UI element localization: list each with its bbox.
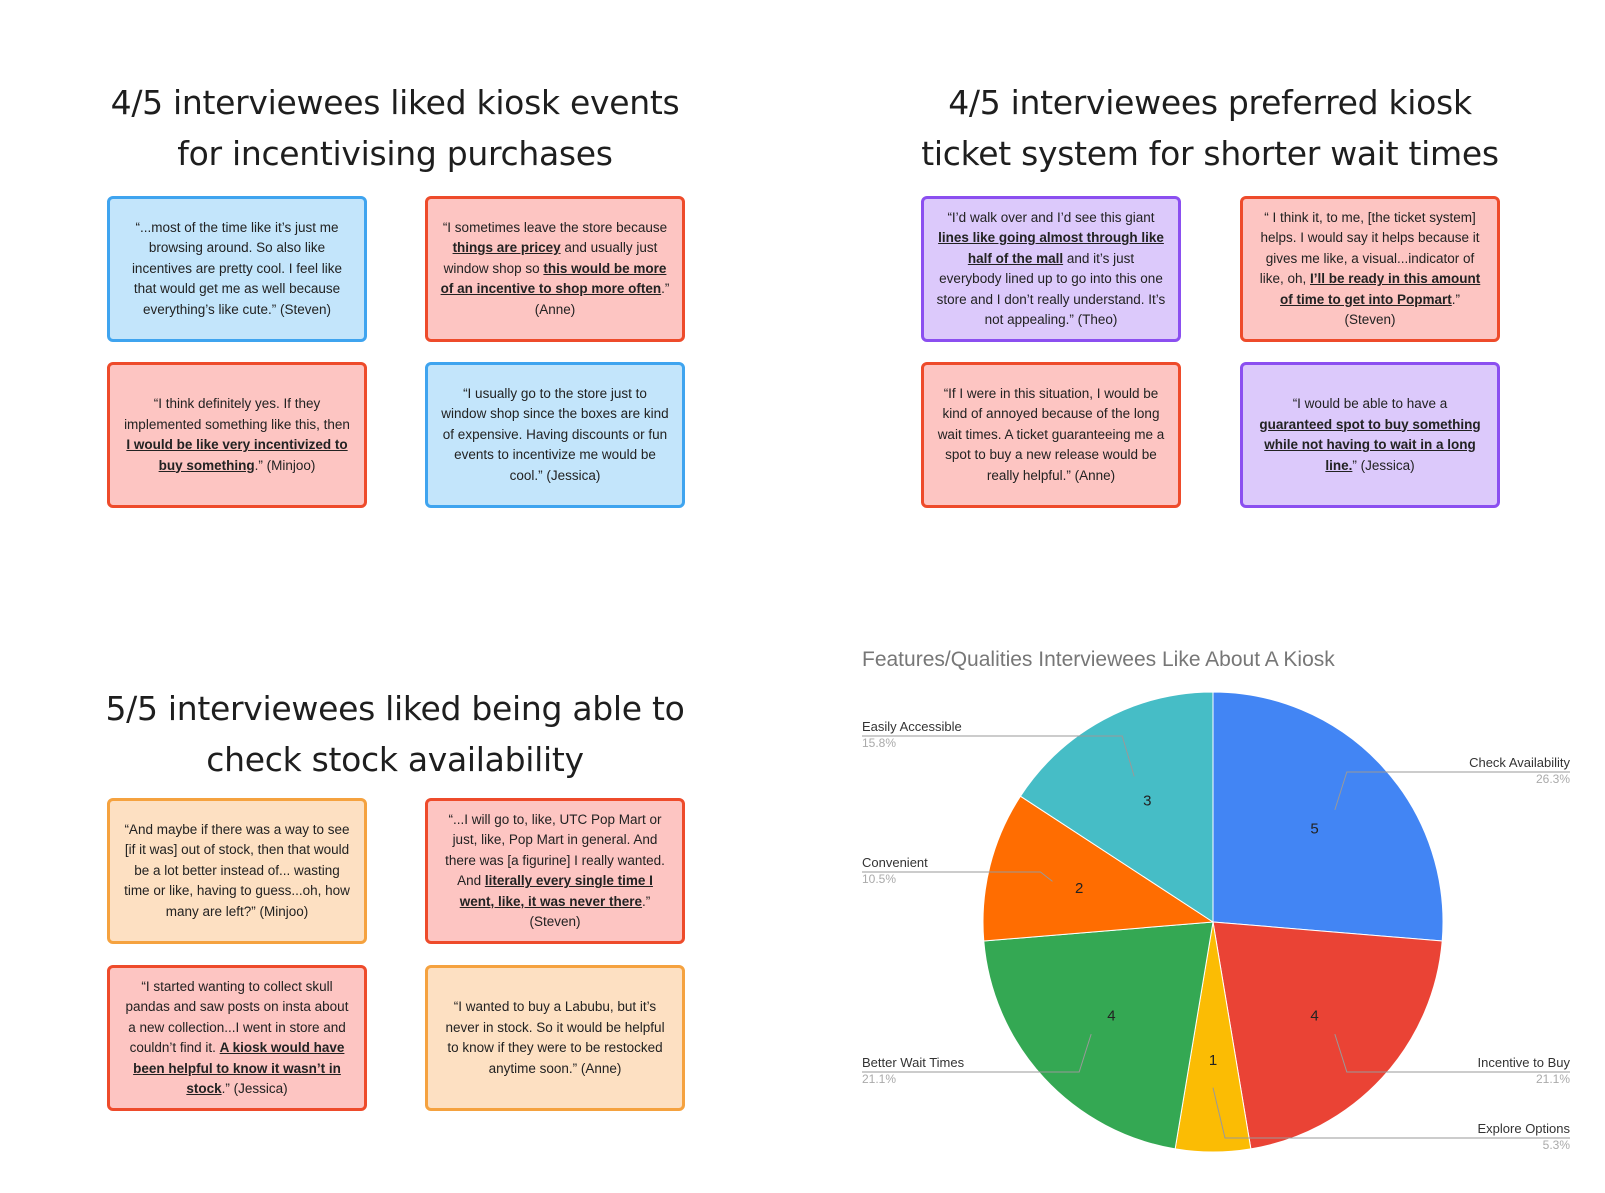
quote-text: “I’d walk over and I’d see this giant li…	[936, 208, 1166, 331]
quote-run: .” (Steven)	[529, 893, 651, 930]
quote-highlight: lines like going almost through like hal…	[938, 230, 1164, 266]
leader-line	[862, 871, 1053, 882]
quote-card: “And maybe if there was a way to see [if…	[107, 798, 367, 944]
quote-run: “If I were in this situation, I would be…	[937, 385, 1165, 483]
slice-label: Easily Accessible	[862, 719, 962, 734]
quote-highlight: A kiosk would have been helpful to know …	[133, 1040, 345, 1096]
slice-value-label: 4	[1310, 1007, 1318, 1024]
quote-highlight: I would be like very incentivized to buy…	[126, 437, 348, 473]
quote-text: “...I will go to, like, UTC Pop Mart or …	[440, 810, 670, 933]
quote-text: “I think definitely yes. If they impleme…	[122, 394, 352, 476]
slice-percent-label: 26.3%	[1536, 772, 1570, 786]
slice-value-label: 3	[1143, 793, 1151, 810]
quote-highlight: this would be more of an incentive to sh…	[440, 260, 667, 297]
quote-card: “I think definitely yes. If they impleme…	[107, 362, 367, 508]
pie-slice	[983, 921, 1214, 1150]
quote-run: .” (Anne)	[534, 281, 670, 317]
quote-card: “I started wanting to collect skull pand…	[107, 965, 367, 1111]
quote-run: “I would be able to have a	[1292, 396, 1448, 411]
slice-label: Convenient	[862, 855, 928, 870]
pie-slice	[1212, 921, 1443, 1150]
section-title-line-2: for incentivising purchases	[177, 134, 613, 173]
leader-line	[862, 1034, 1092, 1073]
quote-text: “And maybe if there was a way to see [if…	[122, 820, 352, 923]
slice-percent-label: 5.3%	[1543, 1138, 1571, 1152]
quote-highlight: literally every single time I went, like…	[459, 873, 653, 909]
section-title-stock: 5/5 interviewees liked being able to che…	[80, 683, 710, 785]
quote-highlight: I’ll be ready in this amount of time to …	[1280, 271, 1481, 307]
quote-text: “I started wanting to collect skull pand…	[122, 977, 352, 1100]
leader-line	[1334, 1034, 1570, 1073]
quote-run: “I wanted to buy a Labubu, but it’s neve…	[445, 999, 665, 1076]
quote-run: “And maybe if there was a way to see [if…	[124, 821, 350, 919]
quote-text: “I sometimes leave the store because thi…	[440, 218, 670, 321]
quote-text: “I would be able to have a guaranteed sp…	[1255, 394, 1485, 476]
quote-card: “...most of the time like it’s just me b…	[107, 196, 367, 342]
section-title-line-2: ticket system for shorter wait times	[921, 134, 1499, 173]
leader-line	[862, 735, 1135, 777]
quote-run: “I usually go to the store just to windo…	[441, 385, 669, 483]
section-title-line-1: 4/5 interviewees liked kiosk events	[110, 83, 680, 122]
quote-card: “ I think it, to me, [the ticket system]…	[1240, 196, 1500, 342]
slice-percent-label: 21.1%	[862, 1072, 896, 1086]
quote-card: “I’d walk over and I’d see this giant li…	[921, 196, 1181, 342]
chart-title: Features/Qualities Interviewees Like Abo…	[862, 648, 1335, 671]
quote-run: ” (Jessica)	[1352, 457, 1415, 473]
slice-value-label: 4	[1107, 1007, 1115, 1024]
quote-run: .” (Minjoo)	[254, 457, 316, 473]
quote-card: “I usually go to the store just to windo…	[425, 362, 685, 508]
section-title-line-2: check stock availability	[206, 740, 584, 779]
quote-card: “...I will go to, like, UTC Pop Mart or …	[425, 798, 685, 944]
quote-text: “...most of the time like it’s just me b…	[122, 218, 352, 321]
slice-value-label: 2	[1075, 880, 1083, 897]
pie-slice	[1019, 691, 1214, 923]
slice-label: Better Wait Times	[862, 1055, 965, 1070]
quote-text: “I usually go to the store just to windo…	[440, 384, 670, 487]
quote-run: “...I will go to, like, UTC Pop Mart or …	[445, 811, 665, 889]
quote-run: “I started wanting to collect skull pand…	[125, 978, 349, 1056]
slice-value-label: 1	[1209, 1052, 1217, 1069]
leader-line	[1212, 1087, 1570, 1139]
slice-percent-label: 21.1%	[1536, 1072, 1570, 1086]
slice-label: Explore Options	[1478, 1121, 1571, 1136]
quote-run: “I sometimes leave the store because	[442, 219, 668, 235]
quote-card: “I wanted to buy a Labubu, but it’s neve…	[425, 965, 685, 1111]
quote-run: “I think definitely yes. If they impleme…	[124, 396, 350, 432]
quote-text: “I wanted to buy a Labubu, but it’s neve…	[440, 997, 670, 1079]
quote-text: “If I were in this situation, I would be…	[936, 384, 1166, 487]
quote-run: “...most of the time like it’s just me b…	[131, 219, 343, 317]
quote-highlight: things are pricey	[452, 240, 561, 256]
section-title-ticket: 4/5 interviewees preferred kiosk ticket …	[890, 77, 1530, 179]
quote-card: “If I were in this situation, I would be…	[921, 362, 1181, 508]
quote-text: “ I think it, to me, [the ticket system]…	[1255, 208, 1485, 331]
section-title-line-1: 4/5 interviewees preferred kiosk	[948, 83, 1472, 122]
slice-percent-label: 15.8%	[862, 736, 896, 750]
quote-highlight: guaranteed spot to buy something while n…	[1259, 416, 1481, 473]
slice-percent-label: 10.5%	[862, 872, 896, 886]
quote-run: .” (Jessica)	[221, 1081, 288, 1096]
quote-run: and it’s just everybody lined up to go i…	[936, 250, 1166, 328]
quote-card: “I would be able to have a guaranteed sp…	[1240, 362, 1500, 508]
section-title-events: 4/5 interviewees liked kiosk events for …	[80, 77, 710, 179]
quote-run: .” (Steven)	[1344, 291, 1460, 328]
quote-run: “I’d walk over and I’d see this giant	[947, 209, 1155, 225]
quote-run: “ I think it, to me, [the ticket system]…	[1259, 209, 1480, 287]
slice-label: Check Availability	[1469, 755, 1570, 770]
leader-line	[1334, 771, 1570, 810]
slice-value-label: 5	[1310, 821, 1318, 838]
pie-slice	[982, 795, 1215, 942]
pie-slice	[1212, 691, 1444, 942]
section-title-line-1: 5/5 interviewees liked being able to	[105, 689, 685, 728]
quote-run: and usually just window shop so	[443, 240, 658, 276]
slice-label: Incentive to Buy	[1478, 1055, 1571, 1070]
quote-card: “I sometimes leave the store because thi…	[425, 196, 685, 342]
